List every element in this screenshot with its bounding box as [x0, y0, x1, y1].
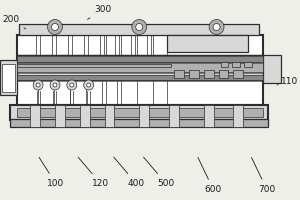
- Bar: [17, 55, 263, 62]
- Bar: [17, 64, 171, 67]
- Text: 200: 200: [2, 15, 26, 29]
- Bar: [10, 119, 268, 127]
- Bar: [204, 70, 214, 78]
- Bar: [17, 55, 263, 80]
- Bar: [139, 105, 149, 127]
- Circle shape: [67, 80, 77, 90]
- Bar: [2, 64, 15, 92]
- Circle shape: [132, 20, 147, 34]
- Circle shape: [136, 23, 143, 30]
- Circle shape: [47, 20, 62, 34]
- Bar: [10, 105, 268, 120]
- Bar: [169, 105, 179, 127]
- Bar: [219, 70, 229, 78]
- Text: 300: 300: [88, 4, 112, 19]
- Bar: [167, 35, 248, 52]
- Bar: [233, 70, 243, 78]
- Bar: [17, 108, 263, 117]
- Circle shape: [53, 83, 57, 87]
- Circle shape: [33, 80, 43, 90]
- Bar: [233, 105, 243, 127]
- Circle shape: [87, 83, 91, 87]
- Circle shape: [50, 80, 60, 90]
- Bar: [30, 105, 40, 127]
- Bar: [263, 55, 281, 83]
- Text: 120: 120: [78, 157, 109, 188]
- Bar: [17, 35, 263, 105]
- Text: 700: 700: [251, 158, 275, 194]
- Bar: [220, 62, 229, 67]
- Circle shape: [209, 20, 224, 34]
- Bar: [55, 105, 65, 127]
- Text: 400: 400: [114, 157, 144, 188]
- Text: 110: 110: [277, 76, 298, 86]
- Bar: [204, 105, 214, 127]
- Bar: [80, 105, 90, 127]
- Bar: [104, 105, 115, 127]
- Circle shape: [70, 83, 74, 87]
- Bar: [244, 62, 252, 67]
- Text: 600: 600: [198, 158, 222, 194]
- Bar: [17, 62, 263, 72]
- Bar: [17, 75, 263, 80]
- Circle shape: [52, 23, 58, 30]
- Text: 100: 100: [39, 157, 64, 188]
- Circle shape: [213, 23, 220, 30]
- Bar: [19, 24, 259, 35]
- Bar: [232, 62, 240, 67]
- Bar: [0, 60, 17, 95]
- Text: 500: 500: [143, 157, 174, 188]
- Bar: [189, 70, 199, 78]
- Circle shape: [84, 80, 94, 90]
- Circle shape: [36, 83, 40, 87]
- Bar: [174, 70, 184, 78]
